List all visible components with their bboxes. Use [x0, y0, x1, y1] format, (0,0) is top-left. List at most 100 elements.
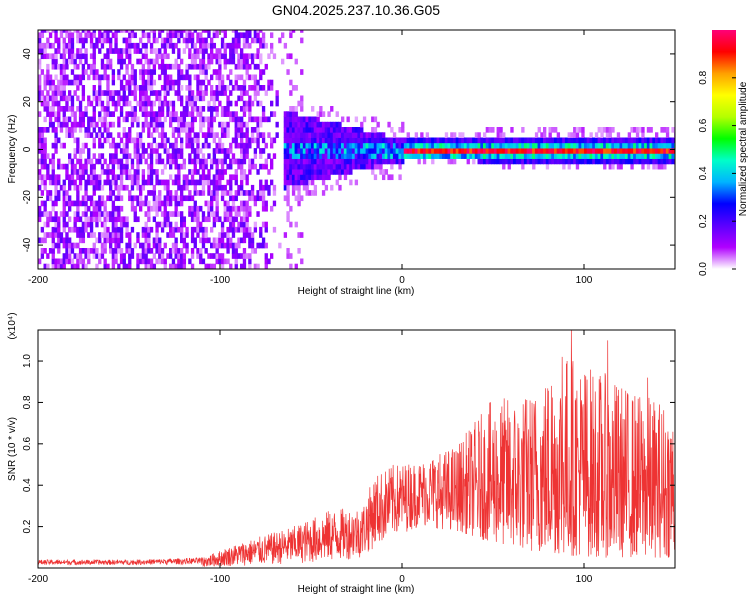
spectrogram-cell	[185, 30, 189, 33]
spectrogram-cell	[573, 132, 577, 138]
spectrogram-cell	[190, 148, 195, 154]
spectrogram-cell	[447, 137, 451, 144]
spectrogram-cell	[250, 158, 255, 165]
spectrogram-cell	[534, 148, 539, 154]
spectrogram-cell	[68, 153, 72, 159]
spectrogram-cell	[188, 95, 192, 102]
spectrogram-cell	[360, 137, 364, 144]
spectrogram-cell	[111, 179, 116, 186]
spectrogram-cell	[43, 179, 47, 186]
spectrogram-cell	[100, 169, 105, 175]
spectrogram-cell	[125, 153, 129, 159]
spectrogram-cell	[581, 132, 585, 138]
spectrogram-cell	[169, 153, 173, 159]
spectrogram-cell	[70, 48, 75, 54]
spectrogram-cell	[395, 137, 399, 144]
spectrogram-cell	[218, 121, 222, 128]
spectrogram-cell	[62, 42, 66, 49]
spectrogram-cell	[147, 163, 151, 170]
spectrogram-cell	[226, 42, 230, 49]
spectrogram-cell	[608, 132, 612, 138]
spectrogram-cell	[499, 148, 503, 154]
spectrogram-cell	[87, 195, 91, 202]
spectrogram-cell	[204, 116, 208, 123]
spectrogram-cell	[51, 237, 55, 244]
spectrogram-cell	[103, 242, 107, 249]
spectrogram-cell	[245, 148, 249, 154]
spectrogram-cell	[109, 142, 113, 149]
spectrogram-cell	[130, 32, 135, 39]
spectrogram-cell	[264, 63, 268, 70]
spectrogram-cell	[95, 100, 99, 107]
spectrogram-cell	[210, 127, 214, 133]
spectrogram-cell	[229, 69, 233, 75]
spectrogram-cell	[185, 242, 189, 249]
spectrogram-cell	[371, 132, 375, 138]
spectrogram-cell	[43, 100, 47, 107]
spectrogram-cell	[305, 116, 309, 123]
spectrogram-cell	[68, 248, 72, 254]
spectrogram-cell	[300, 37, 304, 44]
spectrogram-cell	[237, 242, 241, 249]
spectrogram-cell	[248, 205, 252, 212]
spectrogram-cell	[84, 37, 88, 44]
spectrogram-cell	[401, 127, 405, 133]
spectrogram-cell	[207, 127, 211, 133]
spectrogram-cell	[264, 258, 268, 265]
spectrogram-cell	[657, 163, 662, 170]
spectrogram-cell	[109, 90, 113, 96]
spectrogram-cell	[242, 237, 247, 244]
spectrogram-cell	[46, 90, 50, 96]
spectrogram-cell	[305, 127, 309, 133]
spectrogram-cell	[644, 142, 648, 149]
spectrogram-cell	[152, 237, 157, 244]
spectrogram-cell	[92, 111, 96, 117]
spectrogram-cell	[43, 116, 47, 123]
spectrogram-cell	[147, 142, 151, 149]
spectrogram-cell	[46, 63, 50, 70]
spectrogram-cell	[98, 153, 102, 159]
spectrogram-cell	[180, 163, 184, 170]
spectrogram-cell	[125, 232, 129, 238]
spectrogram-cell	[234, 242, 238, 249]
spectrogram-cell	[62, 58, 66, 65]
spectrogram-cell	[92, 137, 96, 144]
spectrogram-cell	[185, 37, 189, 44]
spectrogram-cell	[373, 127, 378, 133]
spectrogram-cell	[660, 142, 664, 149]
spectrogram-cell	[87, 32, 91, 39]
spectrogram-cell	[665, 137, 670, 144]
spectrogram-cell	[234, 121, 238, 128]
spectrogram-cell	[376, 153, 380, 159]
spectrogram-cell	[158, 205, 162, 212]
spectrogram-cell	[139, 85, 143, 91]
spectrogram-cell	[136, 179, 140, 186]
spectrogram-cell	[95, 184, 99, 191]
spectrogram-cell	[51, 232, 55, 238]
spectrogram-cell	[160, 63, 165, 70]
spectrogram-cell	[242, 121, 247, 128]
spectrogram-cell	[70, 248, 75, 254]
spectrogram-cell	[114, 258, 118, 265]
spectrogram-cell	[559, 148, 563, 154]
spectrogram-cell	[649, 153, 653, 159]
spectrogram-cell	[362, 137, 367, 144]
spectrogram-cell	[398, 142, 402, 149]
spectrogram-cell	[81, 37, 86, 44]
spectrogram-cell	[40, 211, 45, 217]
spectrogram-cell	[371, 163, 375, 170]
spectrogram-cell	[152, 184, 157, 191]
spectrogram-cell	[119, 258, 124, 265]
spectrogram-cell	[188, 195, 192, 202]
spectrogram-cell	[291, 137, 296, 144]
spectrogram-cell	[190, 216, 195, 223]
spectrogram-cell	[220, 226, 225, 233]
spectrogram-cell	[43, 248, 47, 254]
spectrogram-cell	[513, 148, 517, 154]
spectrogram-cell	[231, 30, 236, 33]
spectrogram-cell	[136, 85, 140, 91]
spectrogram-cell	[38, 258, 42, 265]
spectrogram-cell	[43, 42, 47, 49]
spectrogram-cell	[177, 30, 181, 33]
spectrogram-cell	[360, 121, 364, 128]
